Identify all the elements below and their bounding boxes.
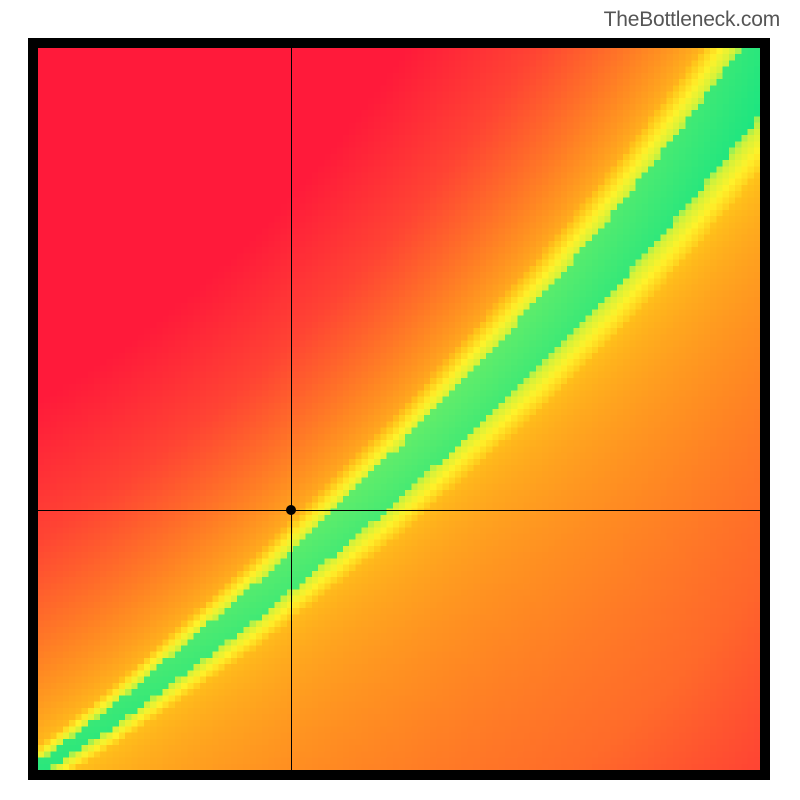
plot-frame — [28, 38, 770, 780]
plot-area — [38, 48, 760, 770]
crosshair-vertical — [291, 48, 292, 770]
crosshair-horizontal — [38, 510, 760, 511]
heatmap-canvas — [38, 48, 760, 770]
figure-container: TheBottleneck.com — [0, 0, 800, 800]
watermark-text: TheBottleneck.com — [604, 8, 780, 32]
crosshair-dot — [286, 505, 296, 515]
